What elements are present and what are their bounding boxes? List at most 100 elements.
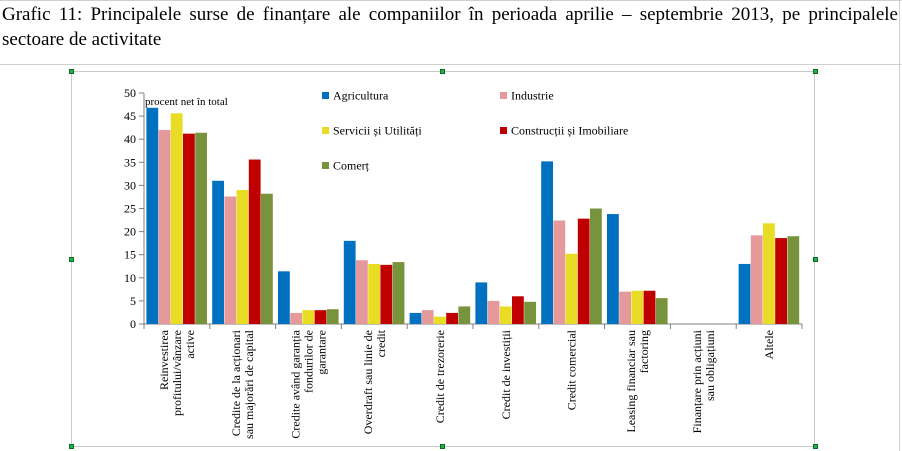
bar — [524, 301, 536, 324]
x-category-label: Credit de trezorerie — [433, 330, 447, 423]
x-category-label-line: credit — [374, 329, 388, 357]
bar — [553, 220, 566, 324]
x-category-label-line: factoring — [637, 330, 651, 373]
top-border-line — [0, 0, 902, 1]
bar — [290, 312, 302, 324]
bar — [738, 263, 751, 324]
resize-handle-bottom-left[interactable] — [69, 444, 74, 449]
y-tick-labels: 0 5 10 15 20 25 30 35 40 45 50 — [124, 86, 136, 331]
bar — [212, 180, 224, 324]
bar — [368, 263, 380, 324]
bar — [261, 193, 273, 324]
x-category-label: Reinvestirea profitului/vânzare active — [157, 329, 197, 416]
x-category-label: Credite de la acționari sau majorări de c… — [229, 329, 256, 439]
bar — [434, 316, 446, 324]
bar — [248, 159, 261, 324]
resize-handle-top-right[interactable] — [813, 69, 818, 74]
y-tick-label: 30 — [124, 178, 136, 192]
bar — [487, 300, 500, 324]
bar — [590, 208, 602, 324]
bar — [541, 161, 553, 324]
x-category-label-line: Credite având garanția — [289, 329, 303, 438]
y-tick-label: 35 — [124, 155, 136, 169]
bar — [183, 133, 195, 324]
legend-swatch — [322, 92, 329, 99]
bar — [195, 132, 207, 324]
bar — [158, 129, 171, 324]
bar — [236, 190, 249, 324]
bar — [775, 238, 787, 324]
y-tick-label: 0 — [130, 317, 136, 331]
right-border-line — [899, 0, 900, 451]
bar — [356, 260, 368, 324]
x-category-label-line: Credit comercial — [565, 329, 579, 410]
x-category-labels: Reinvestirea profitului/vânzare active Cred… — [157, 329, 776, 439]
resize-handle-right[interactable] — [813, 257, 818, 262]
bar — [302, 310, 315, 324]
x-category-label: Altele — [762, 330, 776, 359]
x-category-label-line: sau majorări de capital — [242, 329, 256, 439]
x-category-label-line: Overdraft sau linie de — [361, 330, 375, 434]
x-category-label: Credite având garanția fondurilor de garan… — [289, 329, 329, 438]
bar — [326, 309, 339, 324]
bar — [512, 296, 524, 324]
resize-handle-bottom[interactable] — [440, 444, 445, 449]
y-tick-label: 15 — [124, 248, 136, 262]
x-category-label: Credit de investiții — [499, 329, 513, 419]
bar — [446, 312, 458, 324]
x-category-label: Finanțare prin acțiuni sau obligațiuni — [690, 329, 717, 433]
x-category-label-line: profitului/vânzare — [170, 330, 184, 416]
legend-swatch — [500, 92, 507, 99]
bar — [278, 271, 290, 324]
bar — [475, 282, 488, 324]
x-category-label-line: Reinvestirea — [157, 329, 171, 390]
bar — [655, 298, 668, 324]
x-category-label: Overdraft sau linie de credit — [361, 329, 388, 434]
bar — [631, 290, 644, 324]
legend-label: Servicii și Utilități — [333, 124, 422, 138]
y-tick-label: 40 — [124, 132, 136, 146]
x-category-label-line: sau obligațiuni — [703, 329, 717, 401]
bar — [607, 214, 619, 324]
bar — [146, 107, 159, 324]
bar — [170, 113, 183, 324]
legend-swatch — [322, 127, 329, 134]
y-tick-label: 20 — [124, 225, 136, 239]
legend-label: Comerț — [333, 159, 370, 173]
resize-handle-bottom-right[interactable] — [813, 444, 818, 449]
x-category-label-line: Finanțare prin acțiuni — [690, 329, 704, 433]
legend-label: Agricultura — [333, 89, 389, 103]
bar — [314, 310, 327, 324]
resize-handle-top-left[interactable] — [69, 69, 74, 74]
bar — [380, 264, 393, 324]
legend-swatch — [322, 162, 329, 169]
bar — [763, 223, 775, 324]
bar — [392, 262, 405, 324]
legend-swatch — [500, 127, 507, 134]
x-category-label-line: fondurilor de — [302, 330, 316, 393]
bar — [565, 253, 578, 324]
bar — [750, 235, 763, 324]
x-category-label-line: Credit de trezorerie — [433, 330, 447, 423]
x-category-label-line: Credite de la acționari — [229, 329, 243, 436]
resize-handle-top[interactable] — [440, 69, 445, 74]
chart-legend: Agricultura Industrie Servicii și Utilităț… — [322, 89, 628, 173]
legend-label: Industrie — [511, 89, 554, 103]
bar — [619, 291, 631, 324]
x-category-label: Leasing financiar sau factoring — [624, 330, 651, 433]
bar — [343, 240, 356, 324]
x-category-label-line: Altele — [762, 330, 776, 359]
chart-bars — [146, 107, 800, 324]
bar — [577, 218, 590, 324]
legend-label: Construcții și Imobiliare — [511, 124, 628, 138]
bar — [787, 236, 800, 324]
x-category-label-line: Leasing financiar sau — [624, 330, 638, 433]
bar — [458, 306, 471, 324]
y-axis-label: procent net în total — [145, 96, 228, 108]
resize-handle-left[interactable] — [69, 257, 74, 262]
y-tick-label: 25 — [124, 202, 136, 216]
y-tick-label: 50 — [124, 86, 136, 100]
y-tick-label: 45 — [124, 109, 136, 123]
x-category-label-line: active — [183, 330, 197, 359]
